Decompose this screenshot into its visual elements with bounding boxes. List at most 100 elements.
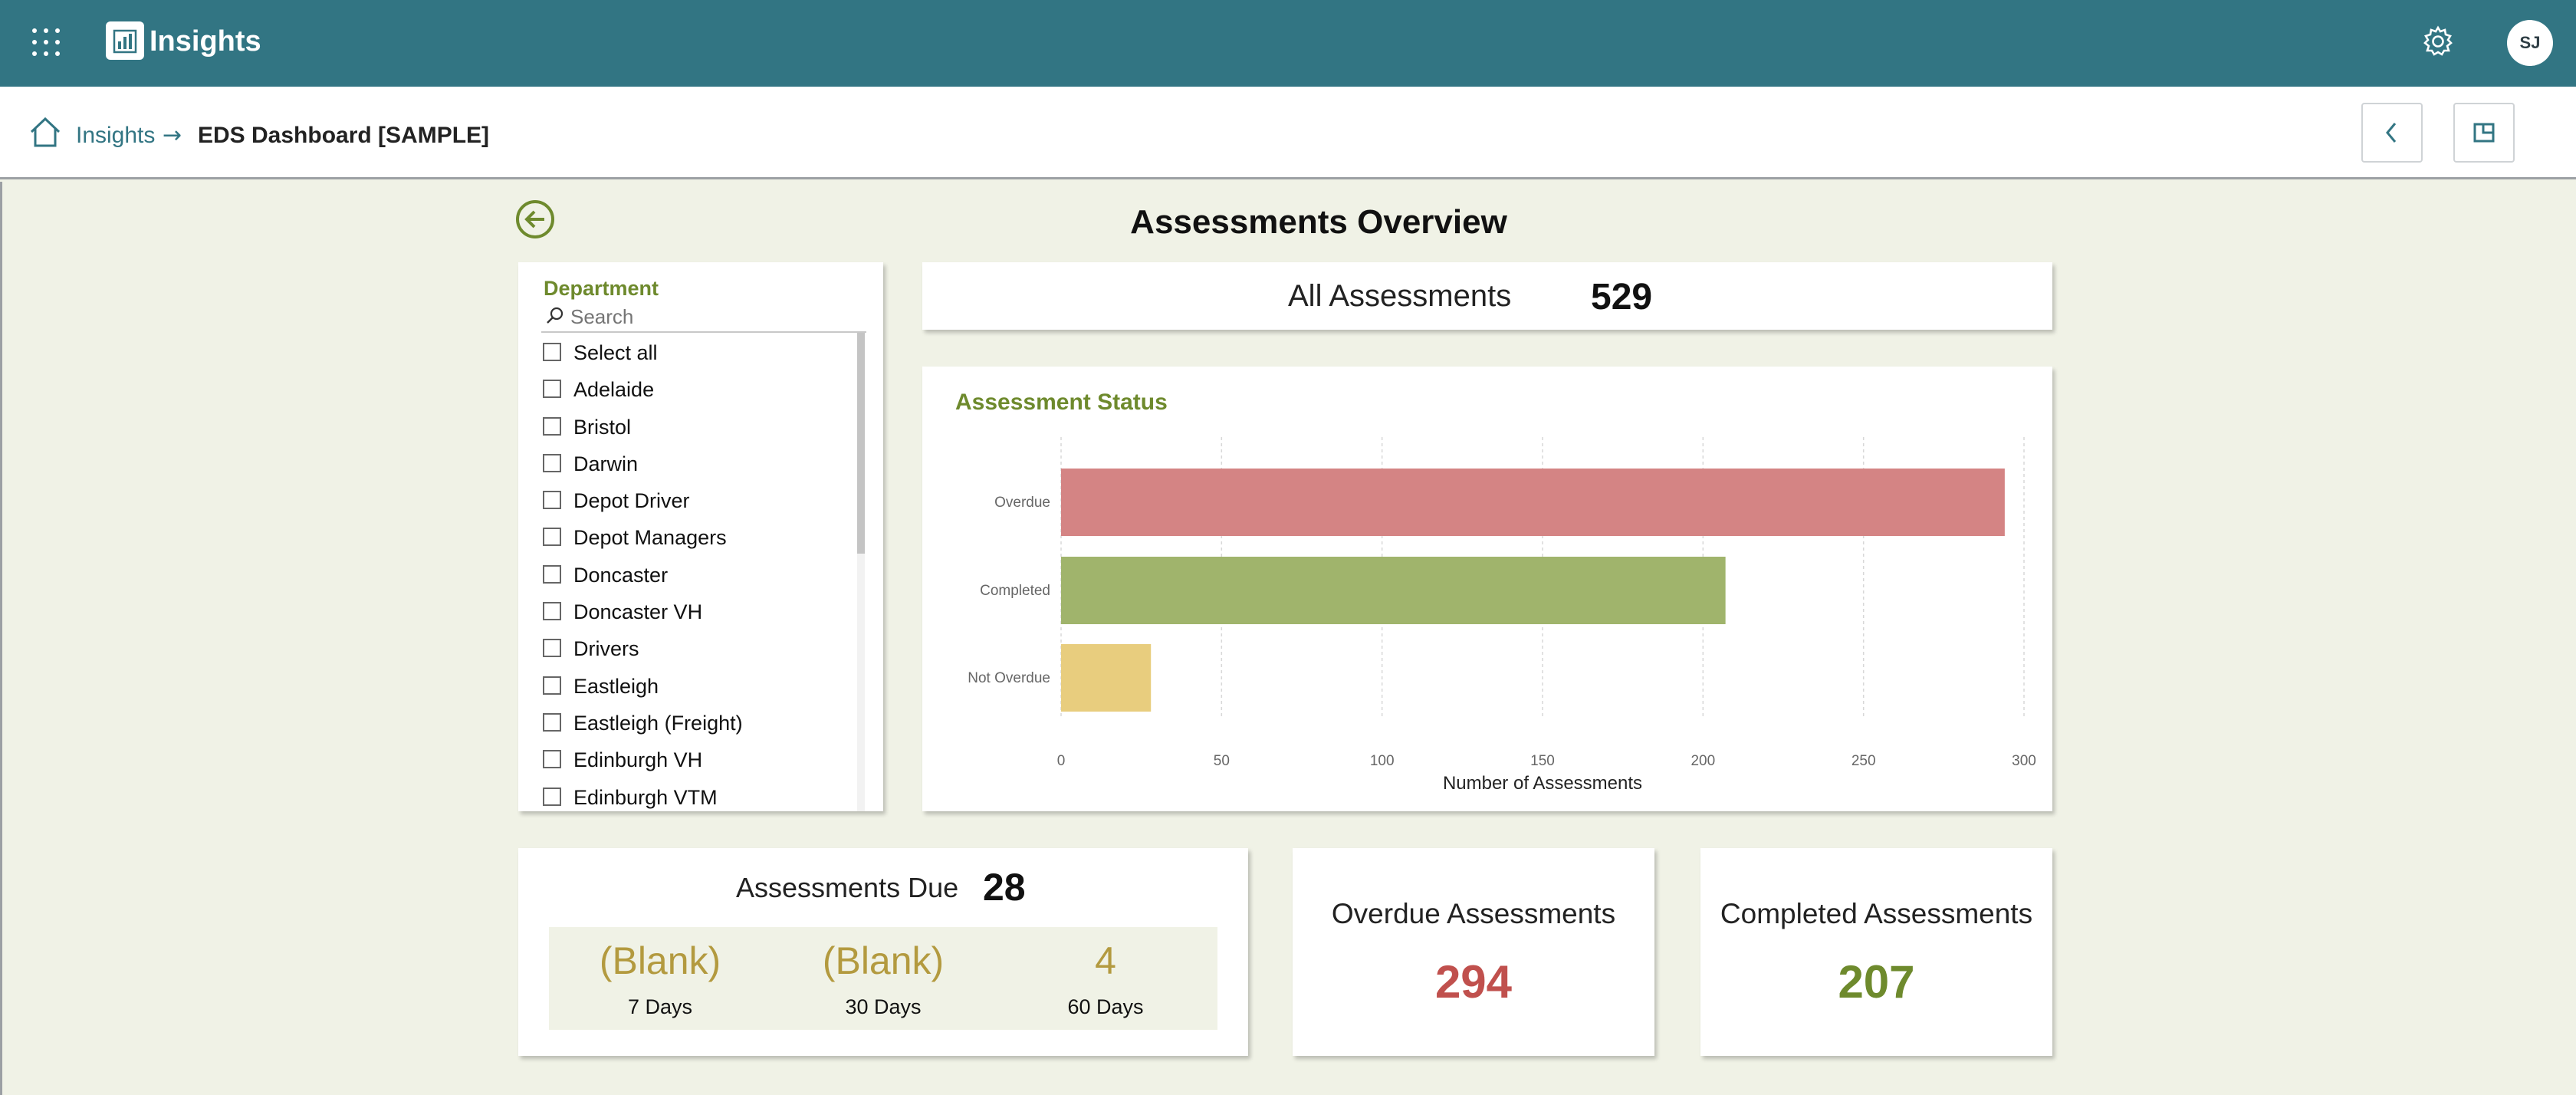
- bar-not-overdue[interactable]: [1061, 644, 1152, 712]
- completed-assessments-label: Completed Assessments: [1720, 898, 2033, 929]
- slicer-item-label: Bristol: [573, 415, 632, 439]
- slicer-item-label: Depot Managers: [573, 526, 727, 550]
- checkbox[interactable]: [543, 453, 561, 472]
- slicer-list: Select all Adelaide Bristol Darwin Depot Dri…: [541, 335, 863, 811]
- slicer-item[interactable]: Eastleigh (Freight): [541, 705, 863, 742]
- completed-assessments-value: 207: [1838, 956, 1915, 1008]
- x-tick-label: 150: [1530, 753, 1555, 769]
- checkbox[interactable]: [543, 343, 561, 361]
- department-slicer: Department Select all Adelaide Bristol Darw…: [518, 262, 883, 811]
- checkbox[interactable]: [543, 416, 561, 436]
- settings-gear-icon[interactable]: [2421, 25, 2455, 58]
- x-tick-label: 250: [1852, 753, 1876, 769]
- assessment-status-chart: 0 50 100 150 200 250 300 Overdue Completed Not Ov…: [922, 367, 2052, 811]
- slicer-scroll-thumb[interactable]: [857, 333, 865, 554]
- page-title: Assessments Overview: [1130, 203, 1507, 241]
- due-breakdown: (Blank) 7 Days (Blank) 30 Days 4 60 Days: [549, 927, 1217, 1030]
- overdue-assessments-card: Overdue Assessments 294: [1293, 848, 1654, 1056]
- y-category-label: Completed: [980, 583, 1050, 599]
- slicer-item-label: Doncaster VH: [573, 600, 703, 624]
- breadcrumb-insights-link[interactable]: Insights: [76, 123, 156, 148]
- slicer-item[interactable]: Doncaster VH: [541, 594, 863, 631]
- slicer-item[interactable]: Select all: [541, 335, 863, 372]
- due-7-days-value: (Blank): [599, 939, 721, 982]
- slicer-item-label: Depot Driver: [573, 489, 690, 513]
- open-panel-button[interactable]: [2453, 103, 2515, 163]
- app-title[interactable]: Insights: [150, 25, 261, 58]
- slicer-item[interactable]: Darwin: [541, 446, 863, 483]
- bar-overdue[interactable]: [1061, 469, 2005, 536]
- y-category-label: Overdue: [994, 495, 1050, 511]
- completed-assessments-card: Completed Assessments 207: [1700, 848, 2052, 1056]
- checkbox[interactable]: [543, 528, 561, 547]
- due-30-days: (Blank) 30 Days: [772, 927, 994, 1030]
- checkbox[interactable]: [543, 639, 561, 658]
- slicer-search-input[interactable]: [570, 304, 862, 330]
- slicer-item[interactable]: Depot Driver: [541, 483, 863, 520]
- slicer-item[interactable]: Doncaster: [541, 557, 863, 594]
- checkbox[interactable]: [543, 564, 561, 584]
- bar-completed[interactable]: [1061, 557, 1726, 624]
- overdue-assessments-label: Overdue Assessments: [1331, 898, 1616, 929]
- chart-title: Assessment Status: [955, 390, 1168, 415]
- slicer-item-label: Darwin: [573, 452, 639, 475]
- x-tick-label: 300: [2012, 753, 2036, 769]
- slicer-item[interactable]: Drivers: [541, 631, 863, 668]
- search-underline: [541, 331, 866, 333]
- x-tick-label: 200: [1691, 753, 1715, 769]
- assessments-due-card: Assessments Due 28 (Blank) 7 Days (Blank…: [518, 848, 1248, 1056]
- due-30-days-label: 30 Days: [845, 995, 922, 1018]
- slicer-scrollbar[interactable]: [857, 333, 865, 811]
- search-icon: [547, 307, 564, 324]
- slicer-item[interactable]: Edinburgh VH: [541, 742, 863, 779]
- slicer-item-label: Adelaide: [573, 378, 655, 402]
- due-60-days: 4 60 Days: [994, 927, 1217, 1030]
- slicer-title: Department: [544, 277, 659, 300]
- home-icon[interactable]: [28, 115, 63, 150]
- slicer-item-label: Select all: [573, 341, 658, 364]
- all-assessments-label: All Assessments: [1288, 279, 1512, 313]
- assessments-due-label: Assessments Due: [736, 872, 959, 903]
- slicer-item-label: Eastleigh (Freight): [573, 711, 743, 735]
- user-avatar[interactable]: SJ: [2507, 20, 2553, 66]
- due-7-days: (Blank) 7 Days: [549, 927, 771, 1030]
- checkbox[interactable]: [543, 787, 561, 806]
- slicer-item[interactable]: Adelaide: [541, 372, 863, 409]
- overdue-assessments-value: 294: [1434, 956, 1513, 1008]
- x-tick-label: 0: [1057, 753, 1066, 769]
- checkbox[interactable]: [543, 676, 561, 695]
- slicer-item[interactable]: Eastleigh: [541, 669, 863, 705]
- slicer-item-label: Eastleigh: [573, 674, 659, 698]
- slicer-item-label: Doncaster: [573, 563, 669, 587]
- checkbox[interactable]: [543, 380, 561, 399]
- breadcrumb: Insights → EDS Dashboard [SAMPLE]: [0, 87, 2576, 179]
- slicer-item-label: Edinburgh VH: [573, 748, 703, 772]
- slicer-item[interactable]: Edinburgh VTM: [541, 780, 863, 811]
- x-tick-label: 100: [1370, 753, 1395, 769]
- bar-chart-svg: 0 50 100 150 200 250 300 Overdue Completed Not Ov…: [968, 437, 2036, 794]
- all-assessments-card: All Assessments 529: [922, 262, 2052, 330]
- due-7-days-label: 7 Days: [627, 995, 693, 1018]
- due-30-days-value: (Blank): [822, 939, 945, 982]
- due-60-days-value: 4: [1095, 939, 1116, 982]
- all-assessments-value: 529: [1591, 277, 1653, 317]
- insights-logo-icon: [106, 21, 144, 60]
- slicer-item-label: Edinburgh VTM: [573, 785, 718, 809]
- back-button[interactable]: [2361, 103, 2423, 163]
- assessments-due-value: 28: [983, 866, 1026, 909]
- x-axis-title: Number of Assessments: [1443, 773, 1642, 794]
- checkbox[interactable]: [543, 712, 561, 732]
- checkbox[interactable]: [543, 750, 561, 769]
- slicer-item[interactable]: Bristol: [541, 409, 863, 446]
- checkbox[interactable]: [543, 602, 561, 621]
- slicer-item-label: Drivers: [573, 637, 639, 661]
- panel-icon: [2473, 123, 2495, 143]
- chevron-left-icon: [2386, 123, 2397, 143]
- y-category-label: Not Overdue: [968, 670, 1050, 686]
- back-arrow-circle-icon[interactable]: [515, 199, 555, 239]
- breadcrumb-arrow-icon: →: [163, 122, 182, 149]
- app-launcher-icon[interactable]: [32, 28, 60, 56]
- slicer-item[interactable]: Depot Managers: [541, 520, 863, 557]
- breadcrumb-current: EDS Dashboard [SAMPLE]: [198, 123, 490, 148]
- checkbox[interactable]: [543, 491, 561, 510]
